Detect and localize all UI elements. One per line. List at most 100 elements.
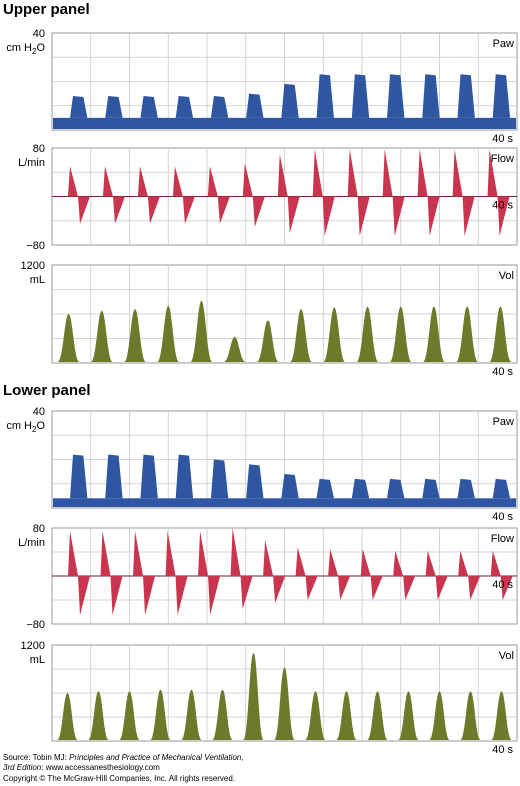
paw-breath (210, 96, 229, 118)
flow-exp (462, 196, 475, 236)
flow-exp (147, 196, 160, 224)
vol-breath (223, 336, 246, 362)
paw-breath (316, 478, 334, 499)
flow-insp (230, 528, 241, 576)
flow-insp (328, 549, 339, 576)
vol-breath (274, 667, 295, 740)
y-max-label: 80 (33, 523, 45, 535)
flow-exp (252, 196, 265, 227)
flow-exp (175, 576, 188, 615)
flow-exp (427, 196, 440, 236)
flow-insp (458, 550, 469, 576)
paw-breath (246, 93, 264, 118)
paw-breath (457, 478, 475, 499)
flow-insp (490, 550, 501, 576)
upper-panel-title: Upper panel (3, 1, 90, 18)
flow-insp (382, 149, 393, 197)
y-min-label: −80 (26, 619, 45, 631)
vol-breath (460, 691, 481, 740)
flow-exp (217, 196, 230, 224)
chart-upper-vol (51, 264, 518, 364)
vol-breath (367, 691, 388, 740)
paw-breath (281, 83, 299, 118)
paw-breath (351, 478, 370, 499)
chart-upper-paw (51, 32, 518, 131)
y-unit-label: cm H2O (6, 420, 45, 434)
chart-lower-paw (51, 410, 518, 509)
paw-breath (70, 454, 88, 499)
vol-breath (256, 320, 279, 362)
time-label: 40 s (492, 366, 513, 378)
flow-insp (425, 550, 436, 576)
flow-insp (137, 166, 148, 197)
flow-exp (182, 196, 195, 224)
vol-breath (356, 306, 379, 362)
paw-breath (140, 96, 158, 118)
paw-breath (492, 478, 511, 499)
vol-breath (150, 689, 171, 740)
paw-breath (175, 454, 194, 499)
flow-exp (78, 576, 90, 615)
paw-breath (70, 96, 88, 118)
flow-insp (68, 531, 78, 576)
paw-baseline (53, 117, 516, 129)
flow-insp (312, 149, 323, 197)
flow-exp (208, 576, 221, 615)
paw-breath (492, 74, 511, 118)
paw-breath (316, 74, 334, 118)
flow-insp (133, 531, 144, 576)
paw-breath (105, 96, 123, 118)
flow-exp (78, 196, 90, 224)
flow-insp (452, 149, 463, 197)
y-max-label: 40 (33, 28, 45, 40)
paw-breath (210, 459, 229, 499)
flow-insp (242, 163, 253, 197)
copyright-text: Copyright © The McGraw-Hill Companies, I… (3, 774, 236, 783)
y-unit-label: mL (30, 654, 45, 666)
flow-insp (487, 149, 498, 197)
channel-label: Flow (491, 153, 514, 165)
flow-insp (198, 531, 209, 576)
flow-insp (100, 531, 111, 576)
flow-exp (322, 196, 335, 236)
time-label: 40 s (492, 744, 513, 756)
vol-breath (57, 314, 80, 362)
vol-breath (423, 306, 445, 362)
vol-breath (243, 653, 264, 740)
flow-exp (370, 576, 383, 600)
flow-exp (240, 576, 253, 609)
vol-breath (212, 689, 233, 740)
copyright-line: Copyright © The McGraw-Hill Companies, I… (3, 774, 235, 784)
time-label: 40 s (492, 200, 513, 212)
channel-label: Paw (493, 416, 514, 428)
vol-breath (157, 305, 180, 362)
flow-insp (165, 531, 176, 576)
paw-breath (281, 474, 299, 499)
vol-breath (489, 306, 512, 362)
vol-breath (57, 693, 78, 740)
y-max-label: 80 (33, 143, 45, 155)
paw-breath (387, 478, 405, 499)
source-edition: 3rd Edition (3, 763, 42, 772)
flow-exp (497, 196, 510, 236)
flow-exp (338, 576, 351, 600)
vol-breath (190, 300, 213, 362)
vol-breath (323, 307, 346, 362)
vol-breath (181, 689, 202, 740)
flow-insp (360, 549, 371, 576)
vol-breath (119, 691, 140, 740)
source-url: : www.accessanesthesiology.com (41, 763, 160, 772)
flow-insp (68, 166, 78, 197)
flow-exp (287, 196, 300, 233)
edition-line: 3rd Edition: www.accessanesthesiology.co… (3, 763, 160, 773)
y-unit-label: mL (30, 274, 45, 286)
vol-breath (491, 691, 512, 740)
flow-exp (110, 576, 123, 615)
vol-breath (429, 691, 450, 740)
chart-lower-vol (51, 644, 518, 742)
y-max-label: 1200 (21, 640, 45, 652)
paw-breath (422, 478, 440, 499)
flow-exp (392, 196, 405, 236)
time-label: 40 s (492, 133, 513, 145)
